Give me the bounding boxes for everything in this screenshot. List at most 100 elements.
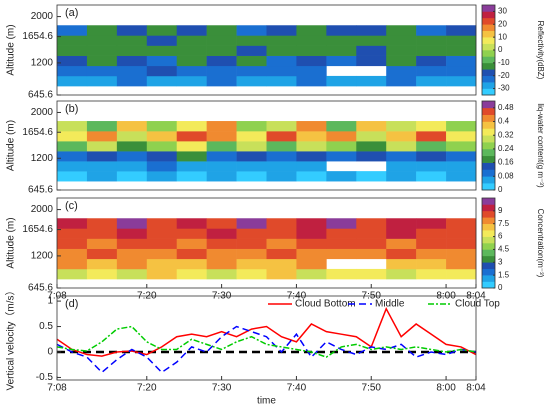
- heat-cell: [116, 35, 148, 46]
- plot-frame: [56, 295, 477, 381]
- colorbar-swatch: [482, 210, 495, 218]
- heat-cell: [206, 121, 237, 132]
- colorbar-swatch: [482, 198, 495, 205]
- colorbar-tick-label: 10: [498, 32, 507, 41]
- heat-cell: [296, 75, 327, 87]
- heat-cell: [57, 65, 88, 77]
- heat-cell: [236, 35, 267, 46]
- legend-label: Middle: [375, 299, 405, 310]
- panel-label: (a): [65, 7, 78, 19]
- heat-cell: [86, 258, 118, 270]
- heat-cell: [416, 55, 447, 67]
- panel-label: (c): [65, 200, 78, 212]
- x-axis-label: time: [257, 396, 276, 407]
- heat-cell: [386, 65, 417, 77]
- colorbar-swatch: [482, 217, 495, 225]
- heat-cell: [57, 25, 88, 36]
- colorbar-tick-label: 0.48: [498, 103, 514, 112]
- heat-cell: [146, 238, 178, 249]
- y-tick-label: 1200: [31, 251, 54, 262]
- heat-cell: [446, 151, 477, 162]
- heat-cell: [326, 218, 357, 229]
- heat-cell: [57, 268, 88, 280]
- x-tick-label: 8:00: [436, 383, 456, 394]
- heat-cell: [57, 228, 88, 239]
- colorbar-swatch: [482, 11, 495, 19]
- heat-cell: [146, 141, 178, 152]
- line-series: [56, 306, 477, 357]
- colorbar-tick-label: 6: [498, 232, 503, 241]
- heat-cell: [146, 161, 178, 172]
- y-axis-label: Altitude (m): [6, 24, 17, 75]
- heat-cell: [416, 121, 447, 132]
- heat-cell: [206, 55, 237, 67]
- heat-cell: [266, 161, 297, 172]
- colorbar-label: Concentration(m⁻³): [536, 209, 545, 278]
- heat-cell: [326, 151, 357, 162]
- heat-cell: [206, 218, 237, 229]
- colorbar-swatch: [482, 268, 495, 276]
- heat-cell: [116, 248, 148, 260]
- heat-cell: [386, 121, 417, 132]
- heat-cell: [416, 228, 447, 239]
- heat-cell: [266, 45, 297, 56]
- heat-cell: [57, 161, 88, 172]
- heat-cell: [266, 121, 297, 132]
- heat-cell: [296, 171, 327, 182]
- y-tick-label: 0: [47, 347, 53, 358]
- heat-cell: [146, 268, 178, 280]
- heat-cell: [296, 35, 327, 46]
- colorbar-swatch: [482, 155, 495, 163]
- heat-cell: [176, 161, 207, 172]
- colorbar-tick-label: 0: [498, 283, 503, 292]
- colorbar-swatch: [482, 281, 495, 289]
- heat-cell: [86, 238, 118, 249]
- heat-cell: [386, 131, 417, 142]
- heat-cell: [356, 25, 387, 36]
- heat-cell: [176, 141, 207, 152]
- y-axis-label: Vertical velocity（m/s）: [5, 285, 17, 390]
- heat-cell: [296, 228, 327, 239]
- heat-cell: [416, 25, 447, 36]
- colorbar-swatch: [482, 69, 495, 77]
- heat-cell: [296, 151, 327, 162]
- heat-cell: [176, 218, 207, 229]
- heat-cell: [116, 228, 148, 239]
- colorbar-tick-label: 0: [498, 185, 503, 194]
- heat-cell: [176, 248, 207, 260]
- heat-cell: [386, 238, 417, 249]
- heat-cell: [206, 65, 237, 77]
- heat-cell: [296, 238, 327, 249]
- heat-cell: [57, 35, 88, 46]
- heat-cell: [266, 268, 297, 280]
- heat-cell: [57, 248, 88, 260]
- colorbar-swatch: [482, 142, 495, 150]
- heat-cell: [386, 218, 417, 229]
- colorbar-swatch: [482, 24, 495, 32]
- colorbar-swatch: [482, 17, 495, 25]
- heat-cell: [206, 268, 237, 280]
- heat-cell: [206, 35, 237, 46]
- colorbar-tick-label: 20: [498, 19, 507, 28]
- heat-cell: [206, 258, 237, 270]
- heat-cell: [266, 248, 297, 260]
- heat-cell: [206, 141, 237, 152]
- heat-cell: [236, 131, 267, 142]
- heat-cell: [446, 218, 477, 229]
- colorbar-swatch: [482, 135, 495, 143]
- heat-cell: [416, 258, 447, 270]
- heat-cell: [446, 161, 477, 172]
- heat-cell: [326, 75, 357, 87]
- heat-cell: [356, 141, 387, 152]
- heat-cell: [176, 75, 207, 87]
- x-tick-label: 7:20: [137, 383, 157, 394]
- heat-cell: [146, 121, 178, 132]
- heat-cell: [206, 248, 237, 260]
- heat-cell: [356, 171, 387, 182]
- heat-cell: [296, 25, 327, 36]
- y-tick-label: 0.5: [39, 321, 53, 332]
- colorbar-swatch: [482, 255, 495, 263]
- colorbar-swatch: [482, 176, 495, 184]
- heat-cell: [356, 55, 387, 67]
- heat-cell: [266, 151, 297, 162]
